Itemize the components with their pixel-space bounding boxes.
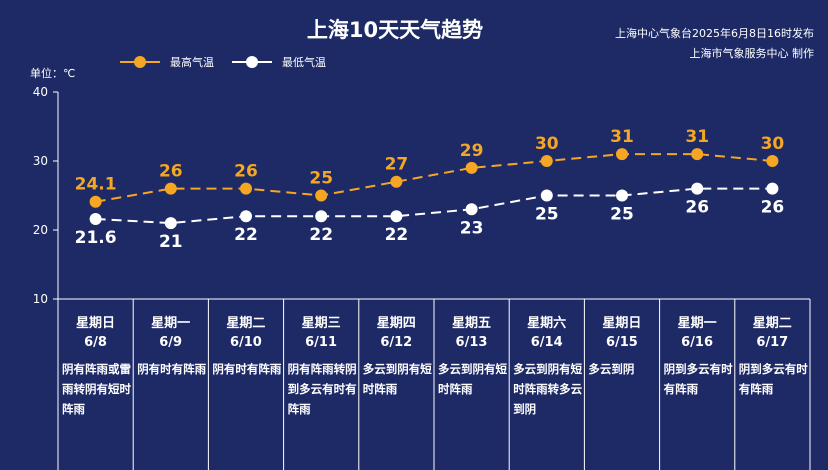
weather-description: 阴有阵雨转阴到多云有时有阵雨 — [287, 362, 357, 416]
date-label: 6/9 — [159, 335, 183, 350]
legend-marker-low-icon — [232, 54, 272, 70]
weather-description: 阴有时有阵雨 — [137, 362, 207, 376]
series-line-low — [95, 187, 773, 225]
weekday-label: 星期二 — [752, 316, 792, 331]
data-point-high — [89, 195, 102, 208]
y-tick-label: 40 — [33, 85, 48, 99]
data-point-low — [691, 182, 704, 195]
data-point-high — [616, 148, 628, 161]
data-label-high: 26 — [234, 162, 258, 182]
data-point-low — [390, 210, 403, 223]
y-tick-label: 10 — [33, 292, 48, 306]
weather-description: 阴到多云有时有阵雨 — [738, 362, 808, 396]
weekday-label: 星期四 — [376, 316, 416, 331]
data-label-low: 25 — [610, 205, 634, 225]
data-label-high: 30 — [535, 134, 559, 154]
data-label-high: 31 — [685, 127, 709, 147]
data-label-low: 26 — [685, 198, 709, 218]
data-point-high — [240, 182, 252, 195]
data-point-high — [315, 189, 328, 202]
weather-description: 多云到阴有短时阵雨 — [362, 362, 432, 396]
data-point-high — [164, 182, 177, 195]
weekday-label: 星期二 — [226, 316, 266, 331]
date-label: 6/17 — [756, 335, 789, 350]
chart-title: 上海10天天气趋势 — [306, 18, 484, 42]
date-label: 6/13 — [455, 335, 488, 350]
day-column: 星期一 6/16 阴到多云有时有阵雨 — [660, 300, 735, 470]
legend-marker-high-icon — [120, 54, 160, 70]
data-label-low: 23 — [460, 218, 484, 238]
data-point-high — [390, 175, 403, 188]
weekday-label: 星期日 — [602, 316, 642, 331]
weekday-label: 星期五 — [451, 316, 491, 331]
day-column: 星期五 6/13 多云到阴有短时阵雨 — [434, 300, 509, 470]
weekday-label: 星期三 — [301, 316, 341, 331]
data-label-low: 26 — [761, 198, 785, 218]
producer-line: 上海市气象服务中心 制作 — [689, 47, 815, 60]
publisher-line: 上海中心气象台2025年6月8日16时发布 — [615, 27, 814, 40]
date-label: 6/10 — [229, 335, 262, 350]
y-tick-label: 20 — [33, 223, 48, 237]
weather-description: 多云到阴有短时阵雨 — [438, 362, 507, 396]
weekday-label: 星期六 — [527, 316, 567, 331]
data-label-high: 29 — [460, 141, 484, 161]
weather-description: 多云到阴 — [588, 362, 635, 376]
day-column: 星期日 6/8 阴有阵雨或雷雨转阴有短时阵雨 — [58, 300, 133, 470]
data-label-high: 26 — [159, 162, 183, 182]
data-point-low — [766, 182, 779, 195]
day-column: 星期一 6/9 阴有时有阵雨 — [133, 300, 208, 470]
day-column: 星期六 6/14 多云到阴有短时阵雨转多云到阴 — [509, 300, 584, 470]
data-point-low — [540, 189, 553, 202]
data-label-high: 31 — [610, 127, 634, 147]
data-point-high — [540, 155, 553, 167]
weather-description: 阴有时有阵雨 — [212, 362, 282, 376]
weekday-label: 星期日 — [75, 316, 115, 331]
data-label-low: 21 — [159, 232, 183, 252]
date-label: 6/8 — [84, 335, 107, 350]
data-label-low: 25 — [535, 205, 559, 225]
date-label: 6/11 — [305, 335, 338, 350]
data-point-high — [465, 161, 478, 174]
data-label-high: 25 — [309, 169, 333, 189]
data-point-low — [315, 210, 328, 223]
day-column: 星期四 6/12 多云到阴有短时阵雨 — [359, 300, 434, 470]
date-label: 6/14 — [530, 335, 563, 350]
day-column: 星期二 6/17 阴到多云有时有阵雨 — [735, 300, 810, 470]
data-label-low: 22 — [309, 225, 333, 245]
day-column: 星期二 6/10 阴有时有阵雨 — [208, 300, 283, 470]
legend-item-low: 最低气温 — [232, 54, 326, 70]
weather-description: 多云到阴有短时阵雨转多云到阴 — [513, 362, 583, 416]
data-label-low: 22 — [234, 225, 258, 245]
weather-description: 阴有阵雨或雷雨转阴有短时阵雨 — [62, 362, 131, 416]
date-label: 6/15 — [605, 335, 638, 350]
y-tick-label: 30 — [33, 154, 48, 168]
data-label-low: 22 — [385, 225, 409, 245]
data-point-low — [164, 217, 177, 230]
data-point-low — [240, 210, 252, 223]
day-column: 星期三 6/11 阴有阵雨转阴到多云有时有阵雨 — [284, 300, 359, 470]
legend-label-high: 最高气温 — [170, 56, 214, 69]
data-label-high: 24.1 — [75, 175, 117, 195]
weather-description: 阴到多云有时有阵雨 — [663, 362, 733, 396]
data-point-high — [766, 155, 779, 167]
day-column: 星期日 6/15 多云到阴 — [584, 300, 659, 470]
weekday-label: 星期一 — [151, 316, 191, 331]
data-point-low — [616, 189, 628, 202]
data-point-high — [691, 148, 704, 161]
date-label: 6/12 — [380, 335, 413, 350]
date-label: 6/16 — [681, 335, 714, 350]
data-point-low — [89, 212, 102, 225]
data-label-high: 30 — [761, 134, 785, 154]
legend-item-high: 最高气温 — [120, 54, 214, 70]
y-axis-unit: 单位：℃ — [30, 67, 76, 80]
legend-label-low: 最低气温 — [282, 56, 326, 69]
series-line-high — [95, 153, 773, 203]
data-label-low: 21.6 — [75, 228, 117, 248]
data-label-high: 27 — [385, 155, 409, 175]
data-point-low — [465, 203, 478, 216]
weekday-label: 星期一 — [677, 316, 717, 331]
